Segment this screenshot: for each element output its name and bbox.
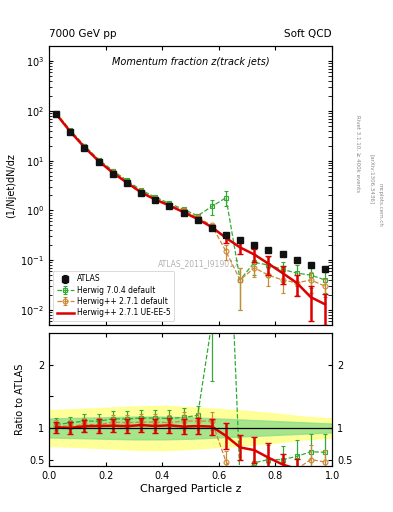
Herwig++ 2.7.1 UE-EE-5 (238, 244, 242, 250)
Herwig++ 2.7.1 UE-EE-5 (153, 197, 158, 203)
Text: mcplots.cern.ch: mcplots.cern.ch (377, 183, 382, 227)
Text: ATLAS_2011_I919017: ATLAS_2011_I919017 (158, 259, 240, 268)
Herwig++ 2.7.1 UE-EE-5 (266, 261, 271, 267)
Herwig++ 2.7.1 UE-EE-5 (252, 251, 257, 258)
Y-axis label: (1/Njet)dN/dz: (1/Njet)dN/dz (6, 153, 16, 218)
Text: 7000 GeV pp: 7000 GeV pp (49, 29, 117, 39)
Herwig++ 2.7.1 UE-EE-5 (294, 280, 299, 286)
Line: Herwig++ 2.7.1 UE-EE-5: Herwig++ 2.7.1 UE-EE-5 (56, 114, 325, 304)
Herwig++ 2.7.1 UE-EE-5 (139, 189, 143, 196)
Herwig++ 2.7.1 UE-EE-5 (309, 294, 313, 301)
Herwig++ 2.7.1 UE-EE-5 (280, 270, 285, 276)
Herwig++ 2.7.1 UE-EE-5 (323, 301, 327, 307)
Text: Soft QCD: Soft QCD (285, 29, 332, 39)
Legend: ATLAS, Herwig 7.0.4 default, Herwig++ 2.7.1 default, Herwig++ 2.7.1 UE-EE-5: ATLAS, Herwig 7.0.4 default, Herwig++ 2.… (53, 270, 174, 321)
Text: Rivet 3.1.10, ≥ 400k events: Rivet 3.1.10, ≥ 400k events (356, 115, 361, 192)
Herwig++ 2.7.1 UE-EE-5 (209, 224, 214, 230)
Herwig++ 2.7.1 UE-EE-5 (54, 111, 59, 117)
Text: [arXiv:1306.3436]: [arXiv:1306.3436] (369, 154, 375, 204)
Herwig++ 2.7.1 UE-EE-5 (96, 158, 101, 164)
Herwig++ 2.7.1 UE-EE-5 (82, 144, 87, 151)
Herwig++ 2.7.1 UE-EE-5 (224, 235, 228, 241)
Y-axis label: Ratio to ATLAS: Ratio to ATLAS (15, 364, 25, 435)
Herwig++ 2.7.1 UE-EE-5 (195, 216, 200, 222)
Herwig++ 2.7.1 UE-EE-5 (110, 169, 115, 176)
X-axis label: Charged Particle z: Charged Particle z (140, 483, 241, 494)
Herwig++ 2.7.1 UE-EE-5 (167, 202, 172, 208)
Herwig++ 2.7.1 UE-EE-5 (181, 209, 186, 215)
Herwig++ 2.7.1 UE-EE-5 (68, 129, 73, 135)
Herwig++ 2.7.1 UE-EE-5 (125, 180, 129, 186)
Text: Momentum fraction z(track jets): Momentum fraction z(track jets) (112, 57, 270, 67)
